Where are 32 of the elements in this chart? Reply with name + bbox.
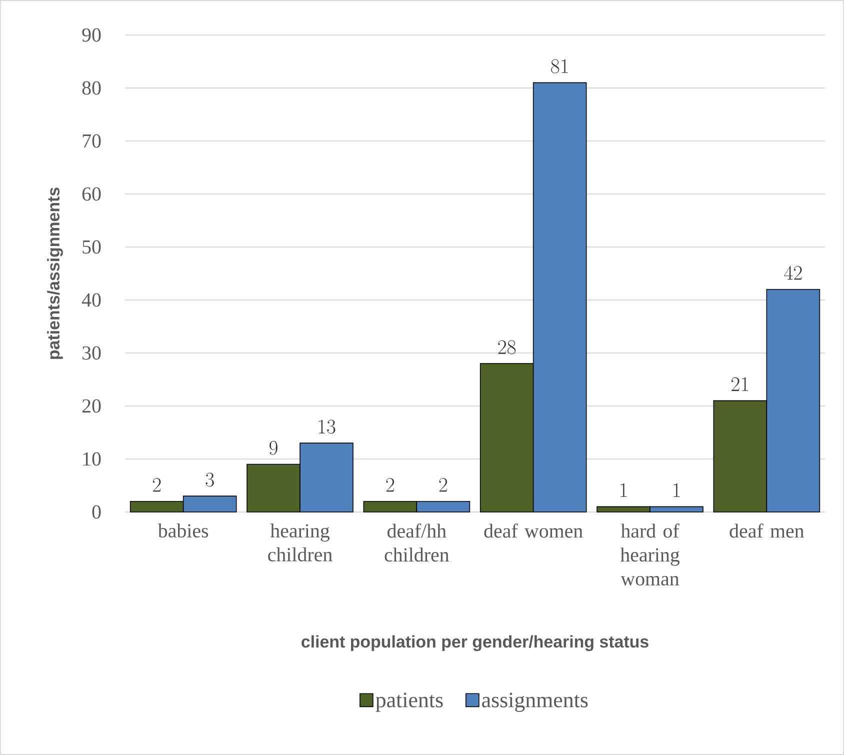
x-tick-label: hearing children (268, 524, 332, 562)
data-label: 21 (732, 377, 748, 391)
x-tick-label: deaf/hh children (384, 524, 450, 562)
data-label: 81 (551, 59, 568, 74)
x-tick-label: deaf men (730, 524, 804, 538)
data-label: 2 (386, 478, 394, 492)
data-label: 2 (439, 478, 448, 492)
x-tick-label: babies (158, 524, 208, 538)
y-tick-label: 90 (82, 28, 101, 42)
y-tick-label: 30 (82, 346, 101, 360)
data-label: 42 (784, 266, 802, 280)
y-tick-label: 50 (82, 240, 101, 254)
y-tick-label: 20 (82, 399, 101, 413)
y-tick-label: 40 (82, 293, 101, 307)
y-tick-label: 70 (82, 134, 101, 148)
y-tick-label: 80 (82, 81, 101, 95)
data-label: 9 (270, 440, 278, 455)
x-tick-label: deaf women (484, 524, 583, 538)
data-label: 1 (674, 483, 680, 497)
y-tick-label: 60 (82, 187, 101, 201)
y-axis-title: patients/assignments (47, 188, 63, 359)
data-label: 13 (318, 420, 336, 434)
y-tick-label: 10 (83, 452, 101, 466)
data-label: 2 (152, 478, 161, 492)
legend-label: patients (376, 692, 443, 712)
x-tick-label: hard of hearing woman (620, 524, 680, 586)
y-tick-label: 0 (92, 505, 101, 519)
data-label: 3 (206, 472, 214, 487)
legend-label: assignments (482, 692, 588, 712)
data-label: 1 (620, 483, 627, 497)
x-axis-title: client population per gender/hearing status (302, 635, 648, 652)
data-label: 28 (498, 340, 516, 354)
